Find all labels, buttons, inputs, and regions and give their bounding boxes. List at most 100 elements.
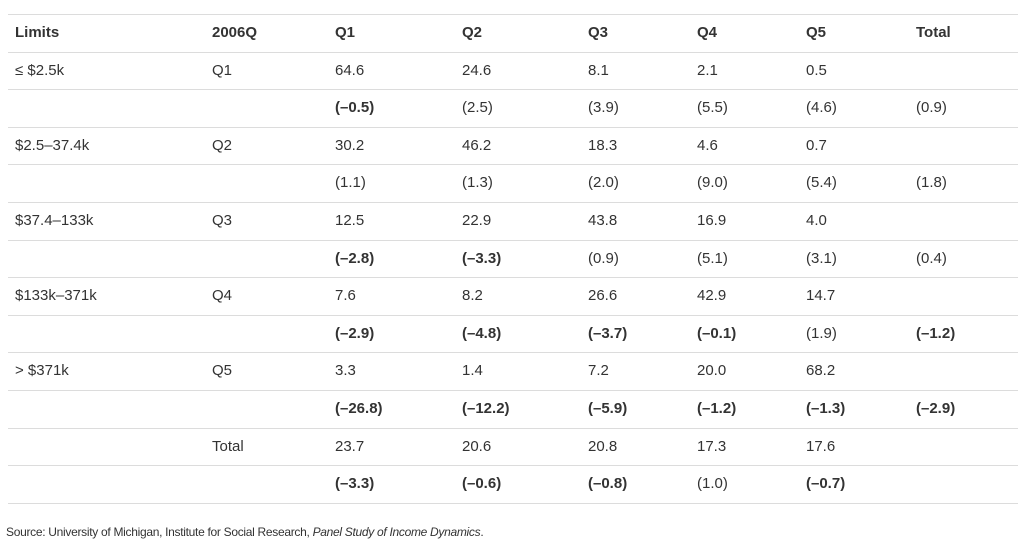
row-divider bbox=[8, 314, 1018, 316]
table-cell: (1.1) bbox=[335, 174, 366, 192]
table-cell: 3.3 bbox=[335, 362, 356, 380]
table-cell: (–1.2) bbox=[697, 400, 737, 417]
table-cell: (–2.8) bbox=[335, 249, 375, 267]
table-cell: (0.9) bbox=[916, 99, 947, 117]
table-cell: 18.3 bbox=[588, 136, 618, 154]
table-cell: Q2 bbox=[212, 136, 233, 154]
table-cell: Q3 bbox=[212, 212, 233, 229]
row-divider bbox=[8, 465, 1018, 467]
table-cell: 30.2 bbox=[335, 136, 365, 154]
table-cell: 12.5 bbox=[335, 212, 365, 229]
row-divider bbox=[8, 352, 1018, 354]
column-header: Total bbox=[916, 24, 951, 41]
table-cell: (–0.7) bbox=[806, 475, 846, 493]
table-cell: 2.1 bbox=[697, 61, 718, 79]
table-cell: (–4.8) bbox=[462, 324, 502, 342]
table-cell: 7.6 bbox=[335, 287, 356, 305]
table-cell: (1.8) bbox=[916, 174, 947, 192]
table-cell: (1.9) bbox=[806, 324, 837, 342]
table-cell: (5.1) bbox=[697, 249, 728, 267]
table-cell: ≤ $2.5k bbox=[15, 61, 65, 79]
table-cell: 17.6 bbox=[806, 437, 836, 455]
table-cell: 16.9 bbox=[697, 212, 727, 229]
row-divider bbox=[8, 277, 1018, 279]
table-cell: 0.5 bbox=[806, 61, 827, 79]
table-cell: (–1.3) bbox=[806, 400, 846, 417]
column-header: Q1 bbox=[335, 24, 356, 41]
column-header: Q2 bbox=[462, 24, 483, 41]
table-cell: (–12.2) bbox=[462, 400, 510, 417]
table-cell: (–0.6) bbox=[462, 475, 502, 493]
table-cell: (0.9) bbox=[588, 249, 619, 267]
table-cell: (–0.5) bbox=[335, 99, 375, 117]
table-cell: 68.2 bbox=[806, 362, 836, 380]
table-cell: (–3.7) bbox=[588, 324, 628, 342]
table-cell: (–26.8) bbox=[335, 400, 383, 417]
row-divider bbox=[8, 239, 1018, 241]
table-cell: $2.5–37.4k bbox=[15, 136, 90, 154]
table-cell: (–0.8) bbox=[588, 475, 628, 493]
source-suffix: . bbox=[480, 525, 484, 539]
table-cell: 24.6 bbox=[462, 61, 492, 79]
column-header: Q5 bbox=[806, 24, 827, 41]
table-cell: (5.4) bbox=[806, 174, 837, 192]
table-cell: 43.8 bbox=[588, 212, 618, 229]
table-cell: 22.9 bbox=[462, 212, 492, 229]
table-cell: 1.4 bbox=[462, 362, 483, 380]
table-cell: (–3.3) bbox=[335, 475, 375, 493]
table-cell: Q1 bbox=[212, 61, 233, 79]
table-cell: (0.4) bbox=[916, 249, 947, 267]
source-title: Panel Study of Income Dynamics bbox=[312, 525, 481, 539]
table-cell: (–1.2) bbox=[916, 324, 956, 342]
column-header: Q3 bbox=[588, 24, 609, 41]
source-note: Source: University of Michigan, Institut… bbox=[6, 524, 484, 540]
column-header: 2006Q bbox=[212, 24, 258, 41]
table-cell: 4.6 bbox=[697, 136, 718, 154]
row-divider bbox=[8, 89, 1018, 91]
table-cell: Q4 bbox=[212, 287, 233, 305]
table-cell: 8.1 bbox=[588, 61, 609, 79]
row-divider bbox=[8, 164, 1018, 166]
table-cell: $133k–371k bbox=[15, 287, 97, 305]
table-cell: 14.7 bbox=[806, 287, 836, 305]
row-divider bbox=[8, 51, 1018, 53]
table-cell: 8.2 bbox=[462, 287, 483, 305]
table-cell: (5.5) bbox=[697, 99, 728, 117]
column-header: Q4 bbox=[697, 24, 718, 41]
table-cell: 17.3 bbox=[697, 437, 727, 455]
table-cell: (3.1) bbox=[806, 249, 837, 267]
table-cell: Total bbox=[212, 437, 244, 455]
table-cell: (–0.1) bbox=[697, 324, 737, 342]
table-cell: (3.9) bbox=[588, 99, 619, 117]
table-cell: $37.4–133k bbox=[15, 212, 94, 229]
table-cell: 23.7 bbox=[335, 437, 365, 455]
table-cell: 46.2 bbox=[462, 136, 492, 154]
table-cell: 20.0 bbox=[697, 362, 727, 380]
column-header: Limits bbox=[15, 24, 60, 41]
source-prefix: Source: University of Michigan, Institut… bbox=[6, 525, 313, 539]
table-cell: 42.9 bbox=[697, 287, 727, 305]
table-cell: (4.6) bbox=[806, 99, 837, 117]
table-cell: (1.0) bbox=[697, 475, 728, 493]
table-cell: (2.0) bbox=[588, 174, 619, 192]
table-cell: (1.3) bbox=[462, 174, 493, 192]
table-cell: (–5.9) bbox=[588, 400, 628, 417]
year-heading: 2016 bbox=[585, 0, 618, 6]
table-cell: (–2.9) bbox=[916, 400, 956, 417]
table-cell: 7.2 bbox=[588, 362, 609, 380]
row-divider bbox=[8, 126, 1018, 128]
row-divider bbox=[8, 390, 1018, 391]
table-cell: 0.7 bbox=[806, 136, 827, 154]
table-cell: > $371k bbox=[15, 362, 69, 380]
table-cell: 26.6 bbox=[588, 287, 618, 305]
table-cell: (–2.9) bbox=[335, 324, 375, 342]
table-cell: 20.8 bbox=[588, 437, 618, 455]
row-divider bbox=[8, 202, 1018, 203]
table-cell: 64.6 bbox=[335, 61, 365, 79]
row-divider bbox=[8, 14, 1018, 15]
table-cell: (9.0) bbox=[697, 174, 728, 192]
row-divider bbox=[8, 502, 1018, 504]
table-cell: 4.0 bbox=[806, 212, 827, 229]
table-cell: 20.6 bbox=[462, 437, 492, 455]
